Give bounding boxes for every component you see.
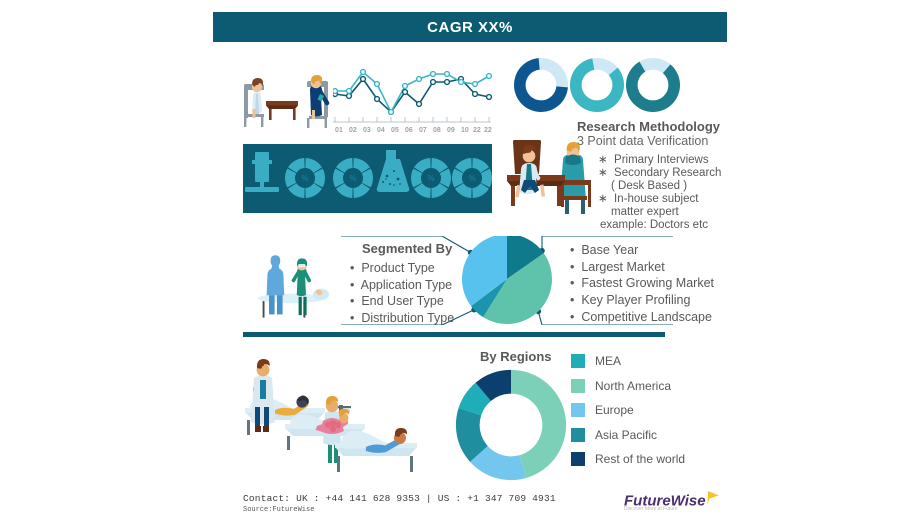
svg-text:02: 02 (349, 127, 357, 134)
svg-text:%: % (427, 174, 434, 183)
svg-text:03: 03 (363, 127, 371, 134)
svg-text:01: 01 (335, 127, 343, 134)
svg-text:%: % (301, 174, 308, 183)
svg-text:06: 06 (405, 127, 413, 134)
svg-text:22: 22 (473, 127, 481, 134)
svg-text:04: 04 (377, 127, 385, 134)
svg-text:%: % (468, 174, 475, 183)
svg-text:10: 10 (461, 127, 469, 134)
svg-text:08: 08 (433, 127, 441, 134)
svg-text:05: 05 (391, 127, 399, 134)
svg-text:%: % (349, 174, 356, 183)
svg-text:07: 07 (419, 127, 427, 134)
svg-text:22: 22 (484, 127, 492, 134)
svg-text:09: 09 (447, 127, 455, 134)
